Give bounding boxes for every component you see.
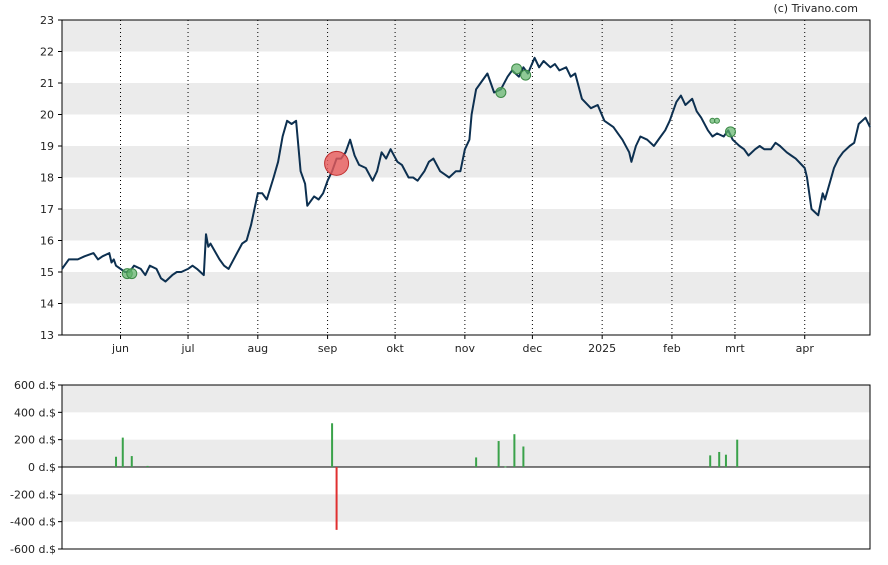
volume-grid-band	[62, 494, 870, 522]
volume-buy-bar	[497, 441, 500, 467]
price-x-tick-label: feb	[663, 342, 681, 355]
price-y-tick-label: 15	[40, 266, 54, 279]
price-grid-band	[62, 146, 870, 178]
volume-buy-bar	[513, 434, 516, 467]
price-y-tick-label: 23	[40, 14, 54, 27]
price-y-tick-label: 16	[40, 235, 54, 248]
price-y-tick-label: 19	[40, 140, 54, 153]
volume-grid-band	[62, 385, 870, 413]
volume-buy-bar	[709, 455, 712, 467]
volume-buy-bar	[504, 466, 507, 468]
buy-marker	[511, 63, 523, 75]
volume-buy-bar	[522, 446, 525, 467]
price-line	[61, 56, 871, 283]
volume-y-tick-label: 200 d.$	[14, 434, 56, 447]
buy-marker	[724, 126, 736, 138]
volume-sell-bar	[335, 467, 338, 530]
volume-y-tick-label: -600 d.$	[10, 543, 56, 556]
volume-buy-bar	[146, 465, 149, 467]
volume-y-tick-label: 600 d.$	[14, 379, 56, 392]
volume-grid-band	[62, 439, 870, 467]
copyright-label: (c) Trivano.com	[773, 2, 858, 15]
price-x-tick-label: aug	[247, 342, 268, 355]
volume-buy-bar	[475, 457, 478, 467]
price-grid-band	[62, 83, 870, 115]
price-x-tick-label: dec	[522, 342, 542, 355]
price-y-tick-label: 22	[40, 46, 54, 59]
price-x-tick-label: apr	[796, 342, 815, 355]
price-x-tick-label: 2025	[588, 342, 616, 355]
buy-marker	[520, 69, 532, 81]
price-y-tick-label: 20	[40, 109, 54, 122]
volume-y-tick-label: 400 d.$	[14, 406, 56, 419]
sell-marker	[324, 150, 350, 176]
volume-y-tick-label: -200 d.$	[10, 488, 56, 501]
price-grid-band	[62, 20, 870, 52]
volume-buy-bar	[718, 451, 721, 467]
buy-marker	[126, 268, 138, 280]
price-grid-band	[62, 272, 870, 304]
price-x-tick-label: sep	[318, 342, 337, 355]
volume-y-tick-label: 0 d.$	[28, 461, 56, 474]
price-x-tick-label: jun	[111, 342, 129, 355]
price-y-tick-label: 21	[40, 77, 54, 90]
volume-buy-bar	[331, 423, 334, 467]
buy-marker	[713, 117, 720, 124]
price-x-tick-label: nov	[455, 342, 476, 355]
price-y-tick-label: 18	[40, 172, 54, 185]
price-y-tick-label: 13	[40, 329, 54, 342]
price-y-tick-label: 14	[40, 298, 54, 311]
buy-marker	[495, 86, 507, 98]
price-y-tick-label: 17	[40, 203, 54, 216]
price-grid-band	[62, 209, 870, 241]
volume-y-tick-label: -400 d.$	[10, 516, 56, 529]
price-x-tick-label: jul	[180, 342, 194, 355]
volume-buy-bar	[130, 456, 133, 467]
volume-buy-bar	[736, 439, 739, 467]
volume-buy-bar	[724, 454, 727, 467]
volume-buy-bar	[121, 437, 124, 467]
volume-buy-bar	[115, 456, 118, 467]
price-x-tick-label: mrt	[725, 342, 745, 355]
price-x-tick-label: okt	[386, 342, 404, 355]
